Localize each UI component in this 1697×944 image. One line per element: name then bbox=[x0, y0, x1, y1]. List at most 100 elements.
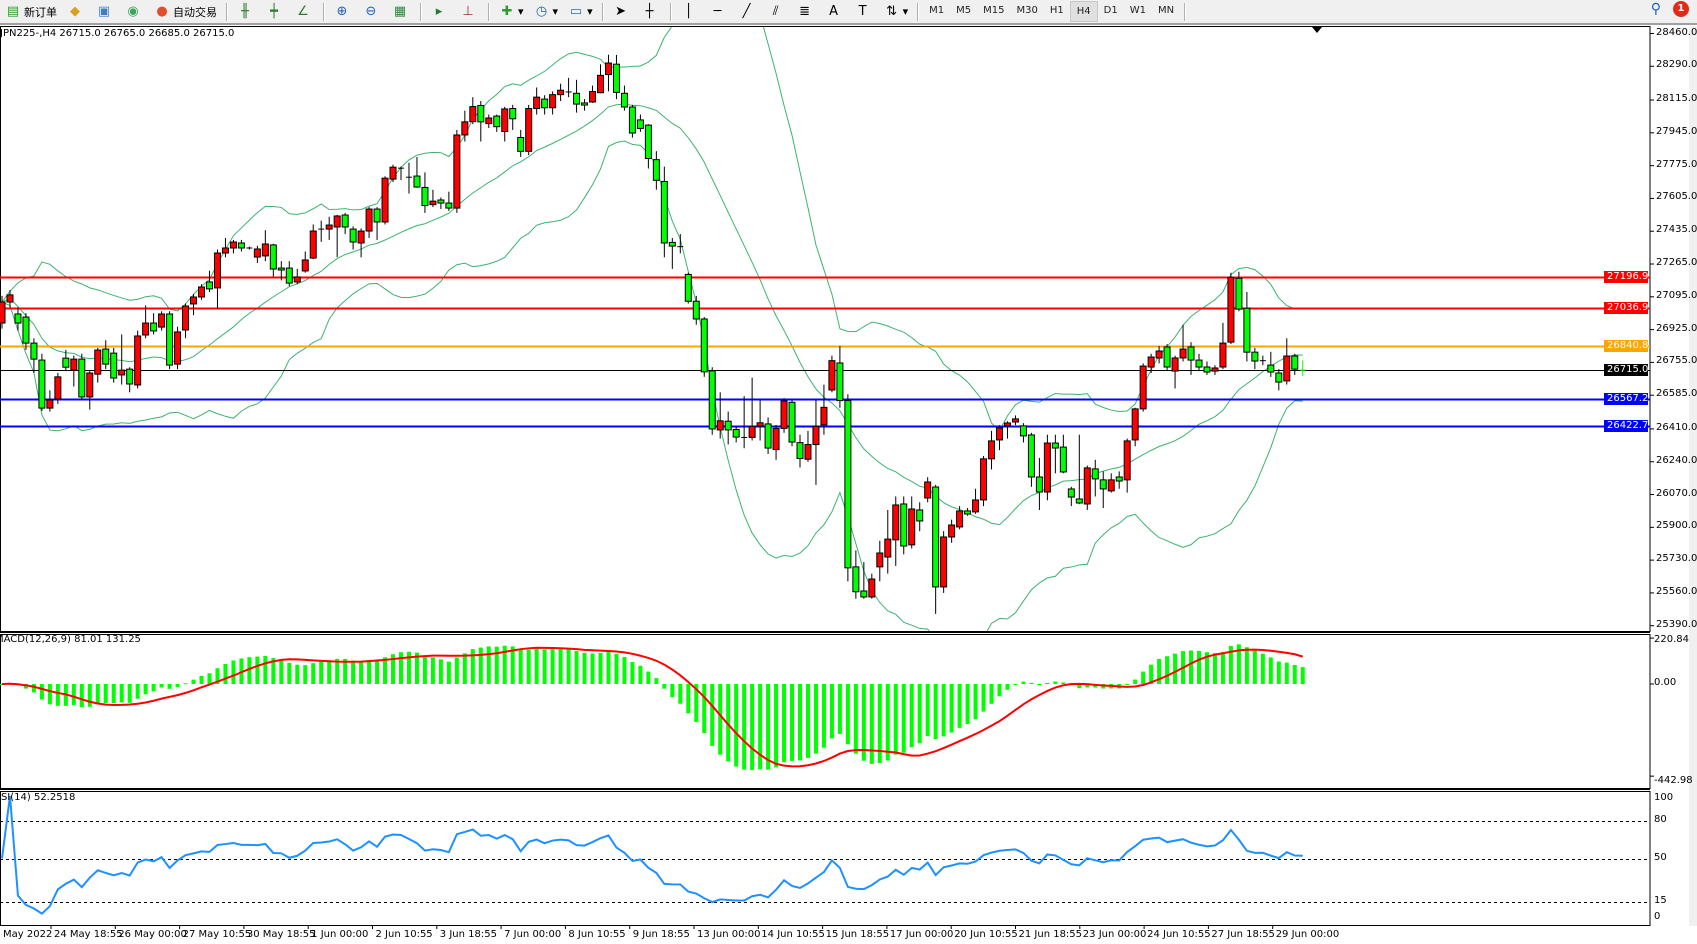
timeframe-m1[interactable]: M1 bbox=[929, 5, 945, 16]
candle-body bbox=[269, 244, 277, 270]
cursor-button[interactable]: ➤ bbox=[609, 1, 636, 22]
macd-histogram-bar bbox=[87, 684, 92, 707]
tile-windows-button[interactable]: ▦ bbox=[388, 1, 415, 22]
timeframe-m5[interactable]: M5 bbox=[956, 5, 972, 16]
candle-body bbox=[788, 401, 796, 443]
candle bbox=[14, 307, 22, 331]
macd-histogram-bar bbox=[159, 684, 164, 688]
price-axis-label: 28290.0 bbox=[1656, 59, 1697, 71]
crosshair-button[interactable]: ┼ bbox=[638, 1, 665, 22]
candle bbox=[1035, 457, 1043, 510]
auto-trading-button[interactable]: ● 自动交易 bbox=[150, 1, 221, 22]
indicators-button[interactable]: ✚ ▾ bbox=[495, 1, 528, 22]
candle-body bbox=[261, 243, 269, 257]
new-order-button[interactable]: ▤ 新订单 bbox=[6, 3, 57, 19]
candle bbox=[1243, 291, 1251, 362]
main-plot bbox=[0, 27, 1650, 631]
candle bbox=[22, 313, 30, 350]
rsi-axis-label: 15 bbox=[1654, 895, 1667, 907]
candle-body bbox=[253, 248, 261, 258]
zoom-out-icon: ⊖ bbox=[365, 3, 377, 19]
notification-badge[interactable]: 1 bbox=[1673, 1, 1689, 17]
candle bbox=[980, 455, 988, 507]
price-axis-label: 25390.0 bbox=[1656, 618, 1697, 630]
candle bbox=[1163, 344, 1171, 372]
candle bbox=[1123, 438, 1131, 493]
candle-body bbox=[804, 444, 812, 460]
macd-histogram-bar bbox=[965, 684, 970, 724]
time-axis-label: 24 May 18:55 bbox=[54, 929, 123, 940]
channel-button[interactable]: ⫽ bbox=[764, 1, 791, 22]
timeframe-m30[interactable]: M30 bbox=[1016, 5, 1038, 16]
candle bbox=[246, 246, 253, 250]
auto-scroll-button[interactable]: ▸ bbox=[427, 1, 454, 22]
search-icon[interactable]: ⚲ bbox=[1650, 1, 1661, 17]
macd-histogram-bar bbox=[654, 678, 659, 684]
time-axis-label: 27 May 10:55 bbox=[182, 929, 252, 940]
macd-histogram-bar bbox=[143, 684, 148, 695]
zoom-in-button[interactable]: ⊕ bbox=[330, 1, 357, 22]
macd-histogram-bar bbox=[255, 656, 260, 684]
timeframe-h1[interactable]: H1 bbox=[1049, 5, 1064, 16]
price-axis-label: 26925.0 bbox=[1656, 322, 1697, 334]
templates-button[interactable]: ▭ ▾ bbox=[569, 3, 593, 19]
candle-body bbox=[1091, 468, 1099, 480]
macd-histogram-bar bbox=[502, 645, 507, 684]
candle-body bbox=[525, 108, 533, 152]
candlestick-button[interactable]: ┿ bbox=[262, 1, 289, 22]
line-chart-button[interactable]: ∠ bbox=[291, 1, 318, 22]
macd-histogram-bar bbox=[295, 664, 300, 684]
timeframe-d1[interactable]: D1 bbox=[1103, 5, 1118, 16]
bar-chart-button[interactable]: ╫ bbox=[233, 1, 260, 22]
candle bbox=[501, 106, 509, 142]
time-axis-label: 30 May 18:55 bbox=[246, 929, 316, 940]
text-button[interactable]: A bbox=[822, 1, 849, 22]
timeframe-h4[interactable]: H4 bbox=[1069, 1, 1098, 22]
zoom-out-button[interactable]: ⊖ bbox=[359, 1, 386, 22]
timeframe-w1[interactable]: W1 bbox=[1129, 5, 1146, 16]
candle-body bbox=[668, 241, 676, 247]
timeframe-mn[interactable]: MN bbox=[1157, 5, 1175, 16]
signals-button[interactable]: ◉ bbox=[121, 1, 148, 22]
time-axis-label: 15 Jun 18:55 bbox=[825, 929, 890, 940]
horizontal-line-button[interactable]: ─ bbox=[706, 1, 733, 22]
vertical-line-button[interactable]: │ bbox=[677, 1, 704, 22]
chart-shift-button[interactable]: ⊥ bbox=[456, 1, 483, 22]
candle bbox=[493, 114, 501, 132]
candle bbox=[589, 85, 597, 103]
candle bbox=[1075, 434, 1083, 505]
candle-body bbox=[198, 286, 205, 298]
macd-histogram-bar bbox=[1149, 664, 1154, 684]
price-level-tag: 26715.0 bbox=[1604, 364, 1648, 377]
clock-icon: ◷ bbox=[535, 3, 548, 19]
history-center-button[interactable]: ◆ bbox=[63, 1, 90, 22]
terminal-button[interactable]: ▣ bbox=[92, 1, 119, 22]
candle bbox=[1275, 369, 1283, 391]
candle bbox=[1059, 434, 1067, 474]
macd-histogram-bar bbox=[470, 649, 475, 684]
channel-icon: ⫽ bbox=[772, 3, 779, 19]
text-label-button[interactable]: T bbox=[851, 1, 878, 22]
arrows-button[interactable]: ⇅ ▾ bbox=[880, 1, 913, 22]
timeframe-m15[interactable]: M15 bbox=[983, 5, 1005, 16]
macd-histogram-bar bbox=[1021, 681, 1026, 684]
candle-body bbox=[612, 63, 620, 93]
macd-histogram-bar bbox=[279, 659, 284, 684]
periods-button[interactable]: ◷ ▾ bbox=[530, 1, 563, 22]
candle-body bbox=[716, 420, 724, 431]
macd-histogram-bar bbox=[223, 664, 228, 684]
macd-histogram-bar bbox=[662, 684, 667, 689]
candle bbox=[604, 54, 612, 92]
candle bbox=[1011, 415, 1019, 426]
candle-body bbox=[126, 368, 134, 385]
trendline-button[interactable]: ╱ bbox=[735, 1, 762, 22]
candle-body bbox=[956, 510, 964, 528]
fibonacci-button[interactable]: ≣ bbox=[793, 1, 820, 22]
candle bbox=[1299, 360, 1306, 376]
macd-histogram-bar bbox=[462, 653, 467, 684]
candle-body bbox=[597, 74, 604, 94]
time-axis-label: 26 May 00:00 bbox=[118, 929, 187, 940]
macd-histogram-bar bbox=[598, 652, 603, 684]
candle bbox=[277, 261, 285, 281]
